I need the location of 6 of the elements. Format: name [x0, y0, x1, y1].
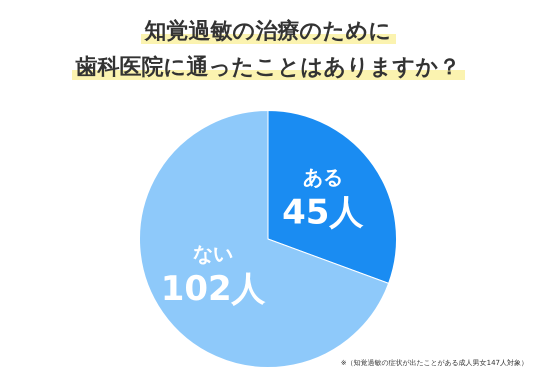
slice-label: ない: [193, 241, 234, 266]
slice-label: ある: [302, 164, 343, 189]
chart-title: 知覚過敏の治療のために: [140, 19, 396, 44]
chart-subtitle: 歯科医院に通ったことはありますか？: [72, 55, 464, 80]
data-label: 102人: [160, 269, 267, 310]
data-label: 45人: [282, 192, 364, 233]
